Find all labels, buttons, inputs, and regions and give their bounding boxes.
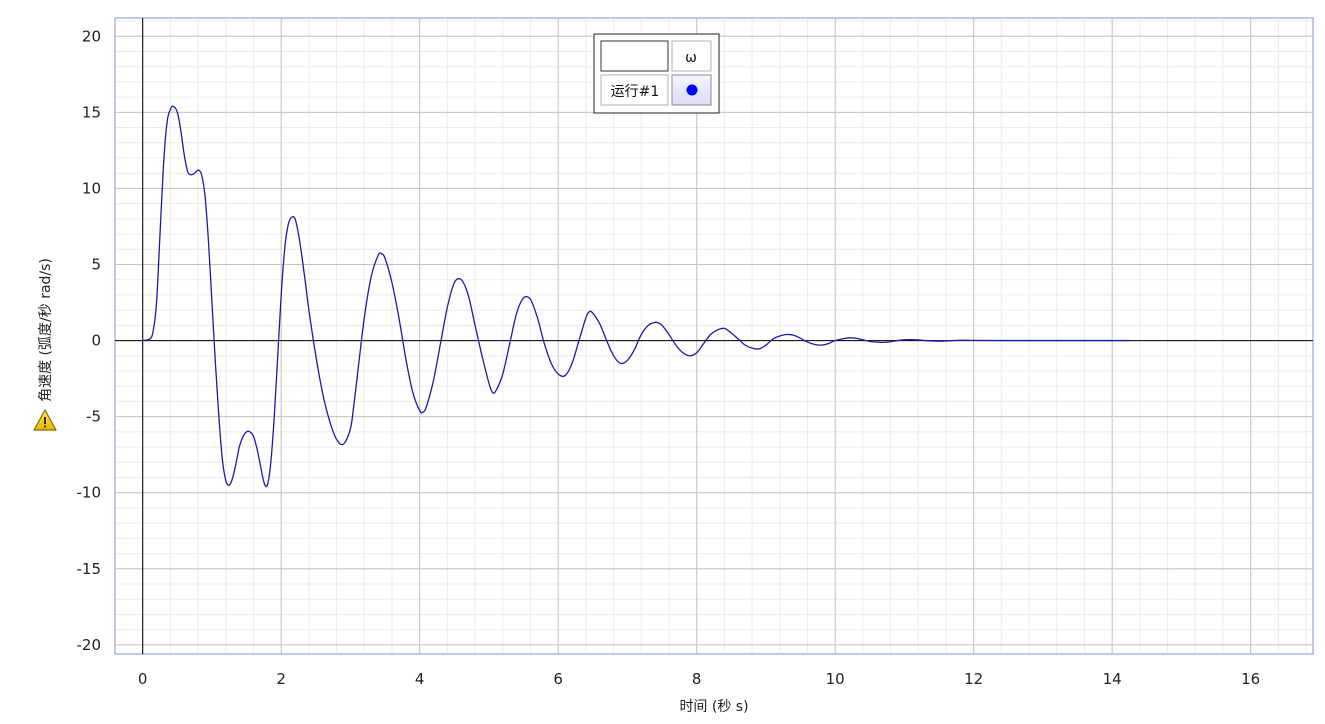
y-tick-label: -15 [77,560,102,578]
x-tick-label: 12 [964,670,983,688]
legend-run-label: 运行#1 [611,84,660,100]
y-tick-label: 0 [91,332,101,350]
x-tick-label: 10 [826,670,845,688]
x-tick-label: 4 [415,670,425,688]
legend[interactable]: ω 运行#1 [593,33,720,114]
x-tick-label: 0 [138,670,148,688]
plot-background [115,18,1313,654]
y-axis-label: 角速度 (弧度/秒 rad/s) [38,258,54,402]
y-tick-labels: 20 15 10 5 0 -5 -10 -15 -20 [77,27,102,654]
x-tick-label: 14 [1103,670,1122,688]
y-tick-label: -10 [77,484,102,502]
legend-header-cell [671,40,712,72]
x-axis-label: 时间 (秒 s) [679,699,748,715]
y-tick-label: -5 [86,408,101,426]
legend-header-label: ω [685,50,697,66]
legend-run-cell [600,74,669,106]
series-line-run1 [142,105,1130,488]
x-tick-label: 2 [276,670,286,688]
x-tick-label: 6 [553,670,563,688]
y-tick-label: 20 [82,27,101,45]
y-tick-label: 15 [82,103,101,121]
x-tick-label: 8 [692,670,702,688]
legend-header-blank-cell [600,40,669,72]
y-tick-label: 5 [91,255,101,273]
x-tick-label: 16 [1241,670,1260,688]
plot-border [114,17,1314,655]
legend-series-marker [686,84,698,96]
y-axis-title: 角速度 (弧度/秒 rad/s) [38,258,54,402]
y-tick-label: 10 [82,179,101,197]
y-tick-label: -20 [77,636,102,654]
x-tick-labels: 0 2 4 6 8 10 12 14 16 [138,670,1260,688]
warning-triangle-icon[interactable] [33,409,57,431]
